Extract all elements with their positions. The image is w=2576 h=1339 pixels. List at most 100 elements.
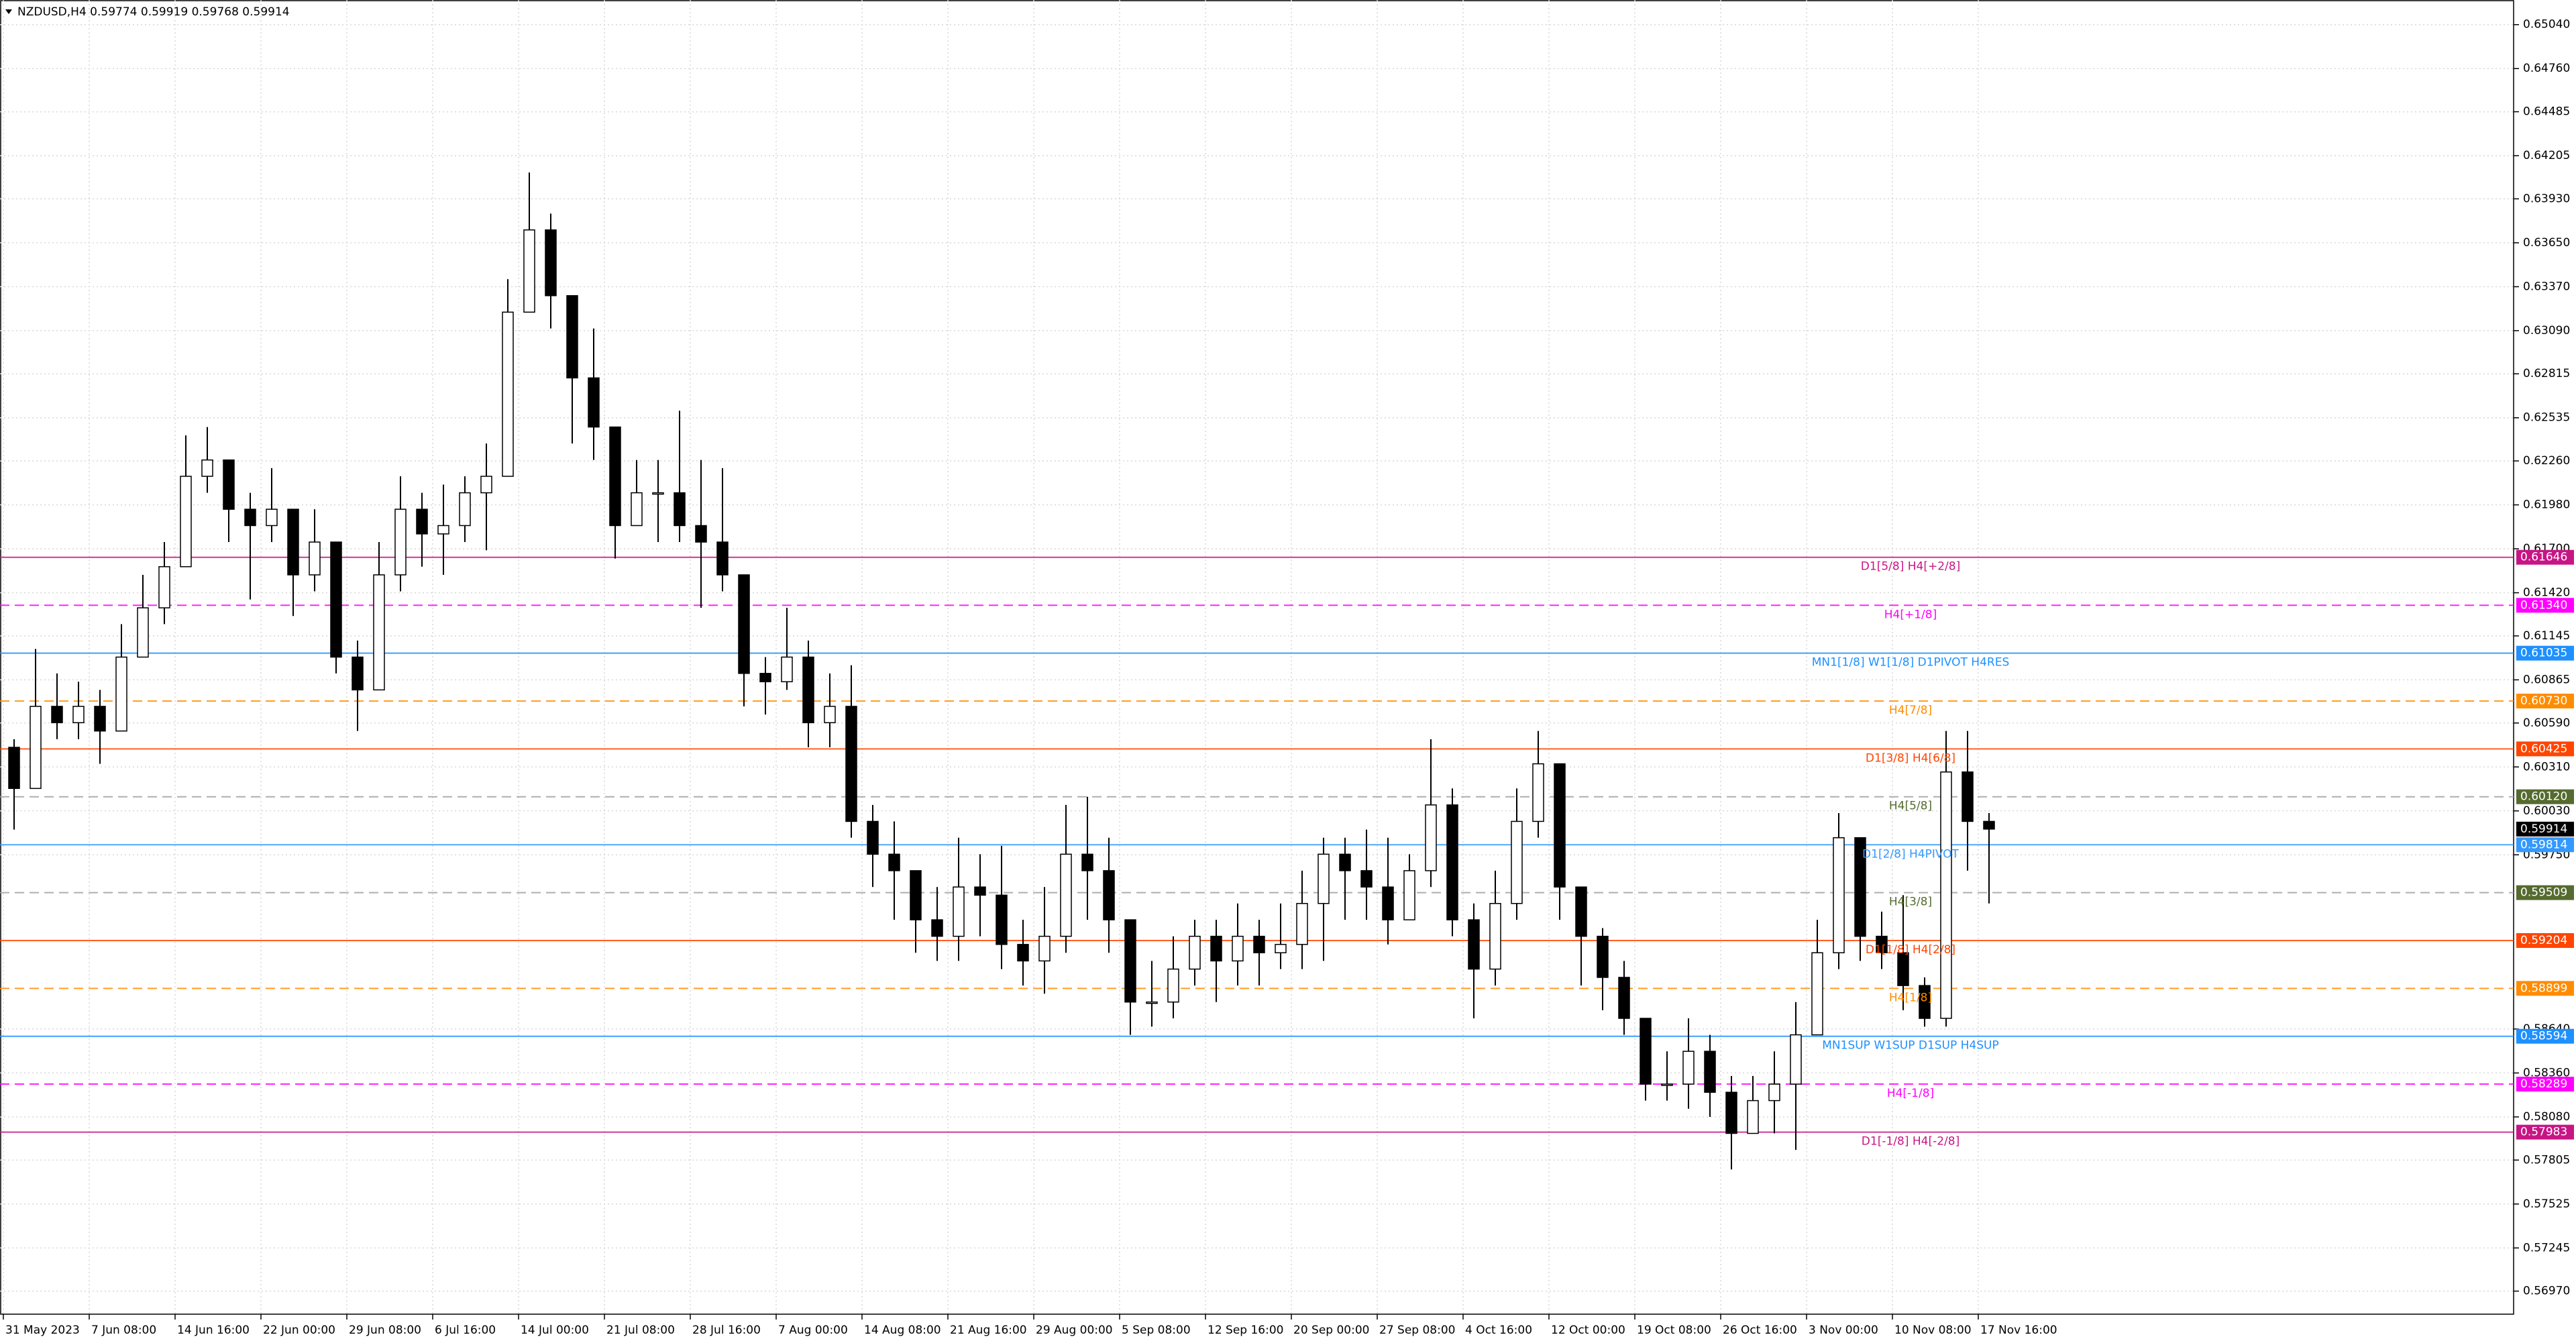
- price-tag: [2516, 741, 2574, 757]
- candle-body: [1597, 935, 1609, 978]
- x-tick-label: 20 Sep 00:00: [1293, 1324, 1369, 1337]
- x-tick-label: 27 Sep 08:00: [1379, 1324, 1455, 1337]
- candle-body: [609, 426, 621, 527]
- candle-body: [437, 525, 449, 535]
- candle-body: [1919, 985, 1931, 1019]
- current-price-tag: [2516, 821, 2574, 837]
- x-tick-label: 3 Nov 00:00: [1809, 1324, 1878, 1337]
- candle-body: [1575, 886, 1587, 937]
- candle-body: [545, 229, 557, 297]
- x-tick-label: 17 Nov 16:00: [1980, 1324, 2057, 1337]
- x-tick-label: 4 Oct 16:00: [1465, 1324, 1532, 1337]
- level-label: H4[-1/8]: [1887, 1087, 1934, 1100]
- x-tick-label: 5 Sep 08:00: [1122, 1324, 1191, 1337]
- candle-body: [588, 377, 600, 428]
- candle-body: [523, 229, 535, 313]
- x-tick-label: 6 Jul 16:00: [435, 1324, 496, 1337]
- candle-body: [802, 656, 814, 724]
- x-tick-label: 19 Oct 08:00: [1637, 1324, 1711, 1337]
- x-tick-label: 10 Nov 08:00: [1894, 1324, 1972, 1337]
- candle-body: [266, 508, 278, 527]
- price-tag: [2516, 1077, 2574, 1092]
- x-tick-label: 21 Aug 16:00: [950, 1324, 1027, 1337]
- x-tick-label: 7 Aug 00:00: [778, 1324, 848, 1337]
- x-tick-label: 29 Aug 00:00: [1036, 1324, 1113, 1337]
- price-tag: [2516, 694, 2574, 709]
- candle-body: [1897, 952, 1909, 986]
- x-tick-label: 12 Oct 00:00: [1551, 1324, 1625, 1337]
- x-tick-label: 14 Jul 00:00: [521, 1324, 589, 1337]
- price-tag: [2516, 981, 2574, 996]
- price-tag-label: 0.58289: [2520, 1077, 2567, 1091]
- candle-body: [1811, 952, 1823, 1036]
- candle-body: [566, 294, 578, 379]
- y-tick-label: 0.60030: [2523, 804, 2570, 818]
- x-tick-label: 14 Aug 08:00: [864, 1324, 941, 1337]
- y-tick-label: 0.61145: [2523, 629, 2570, 643]
- y-tick-label: 0.56970: [2523, 1285, 2570, 1298]
- candle-body: [1318, 853, 1330, 904]
- candle-body: [1618, 977, 1630, 1019]
- price-tag: [2516, 549, 2574, 565]
- candle-body: [309, 541, 321, 576]
- y-tick-label: 0.57525: [2523, 1197, 2570, 1211]
- candle-body: [1554, 763, 1566, 888]
- candle-body: [1146, 1001, 1158, 1004]
- y-tick-label: 0.60590: [2523, 716, 2570, 730]
- candle-body: [674, 492, 686, 527]
- y-tick-label: 0.65040: [2523, 18, 2570, 32]
- candle-body: [1940, 771, 1952, 1019]
- level-label: H4[1/8]: [1889, 991, 1932, 1004]
- price-tag-label: 0.59204: [2520, 934, 2567, 947]
- candle-body: [223, 459, 235, 510]
- candle-body: [1661, 1083, 1673, 1086]
- y-tick-label: 0.63090: [2523, 324, 2570, 337]
- candle-body: [1790, 1034, 1802, 1085]
- candle-body: [1725, 1091, 1737, 1134]
- candle-body: [94, 706, 106, 732]
- candle-body: [1253, 935, 1265, 953]
- price-tag-label: 0.61340: [2520, 598, 2567, 612]
- price-tag: [2516, 645, 2574, 661]
- menu-arrow: [5, 9, 12, 14]
- price-tag: [2516, 932, 2574, 948]
- price-tag-label: 0.61035: [2520, 647, 2567, 660]
- candle-body: [244, 508, 256, 527]
- y-tick-label: 0.57245: [2523, 1241, 2570, 1254]
- candle-body: [910, 870, 922, 920]
- x-tick-label: 12 Sep 16:00: [1208, 1324, 1283, 1337]
- price-tag-label: 0.59814: [2520, 838, 2567, 851]
- y-tick-label: 0.64760: [2523, 62, 2570, 75]
- price-tag: [2516, 1028, 2574, 1044]
- candle-body: [1403, 870, 1415, 920]
- chart-title: NZDUSD,H4 0.59774 0.59919 0.59768 0.5991…: [17, 5, 290, 19]
- candle-body: [201, 459, 213, 477]
- y-tick-label: 0.63930: [2523, 192, 2570, 205]
- y-tick-label: 0.62815: [2523, 367, 2570, 380]
- x-tick-label: 28 Jul 16:00: [692, 1324, 761, 1337]
- candle-body: [1124, 919, 1136, 1003]
- candle-body: [1103, 870, 1115, 920]
- level-label: H4[7/8]: [1889, 704, 1932, 717]
- candle-body: [1382, 886, 1394, 920]
- candle-body: [1425, 804, 1437, 871]
- x-tick-label: 21 Jul 08:00: [606, 1324, 675, 1337]
- candle-body: [1189, 935, 1201, 970]
- level-label: D1[5/8] H4[+2/8]: [1861, 560, 1960, 574]
- candle-body: [867, 820, 879, 855]
- candle-body: [137, 607, 149, 658]
- y-tick-label: 0.58360: [2523, 1066, 2570, 1079]
- price-tag: [2516, 598, 2574, 613]
- level-label: D1[2/8] H4PIVOT: [1862, 847, 1960, 861]
- candle-body: [115, 656, 127, 732]
- candle-body: [631, 492, 643, 527]
- candle-body: [845, 706, 857, 822]
- candle-body: [695, 525, 707, 543]
- candle-body: [502, 311, 514, 477]
- candle-body: [480, 476, 492, 494]
- candle-body: [652, 492, 664, 495]
- candle-body: [1081, 853, 1093, 871]
- price-tag-label: 0.60425: [2520, 742, 2567, 755]
- candle-body: [30, 706, 42, 790]
